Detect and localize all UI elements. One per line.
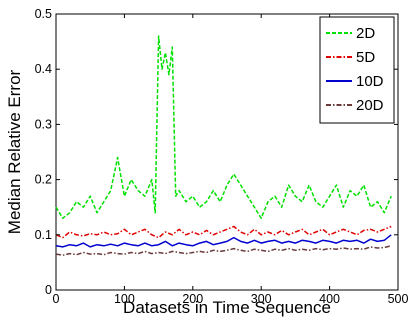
y-tick-label: 0.4 (35, 62, 52, 76)
series-layer (55, 35, 392, 256)
x-tick-label: 300 (251, 292, 272, 306)
legend-label-5d: 5D (356, 49, 375, 66)
legend-box (319, 16, 395, 124)
legend-label-10d: 10D (356, 73, 384, 90)
series-line-5d (55, 225, 392, 239)
y-tick-label: 0.5 (35, 7, 52, 21)
x-tick-label: 100 (114, 292, 135, 306)
x-tick-label: 0 (53, 292, 60, 306)
y-tick-label: 0.2 (35, 173, 52, 187)
legend-label-20d: 20D (356, 97, 384, 114)
x-tick-label: 400 (319, 292, 340, 306)
x-axis-title: Datasets in Time Sequence (123, 298, 331, 317)
y-tick-label: 0.1 (35, 228, 52, 242)
ticks-layer: 0 100 200 300 400 500 0 0.1 0.2 0.3 0.4 0.5 (35, 7, 409, 306)
x-tick-label: 200 (182, 292, 203, 306)
legend: 2D 5D 10D 20D (319, 16, 395, 124)
series-line-10d (55, 234, 392, 248)
y-tick-label: 0.3 (35, 117, 52, 131)
series-line-2d (55, 35, 392, 219)
y-axis-title: Median Relative Error (5, 69, 24, 234)
series-line-20d (55, 245, 392, 256)
legend-label-2d: 2D (356, 25, 375, 42)
y-tick-label: 0 (45, 283, 52, 297)
x-tick-label: 500 (388, 292, 409, 306)
